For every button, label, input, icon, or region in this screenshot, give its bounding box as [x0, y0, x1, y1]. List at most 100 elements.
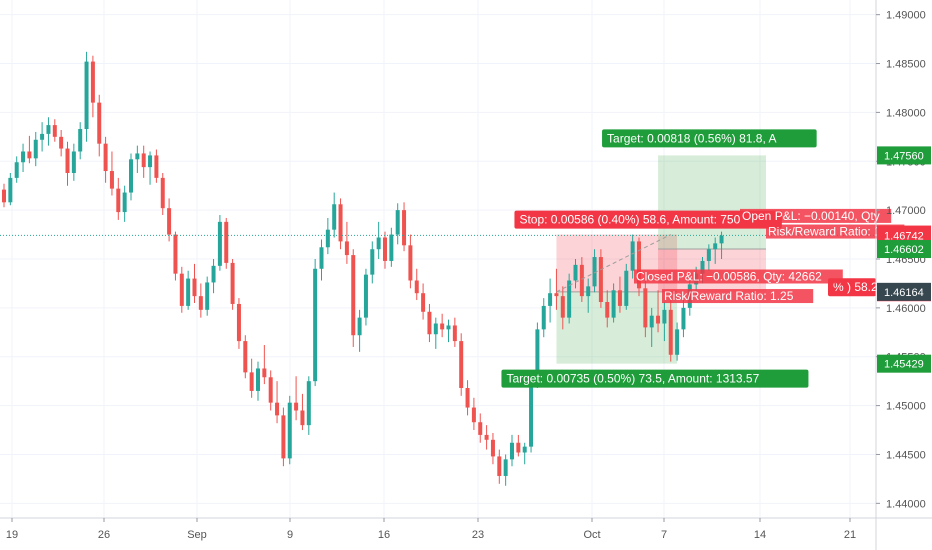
candle-body: [637, 241, 641, 289]
open-pl-text-box: [740, 208, 892, 223]
price-labels: 1.475601.467501.467421.466021.461601.461…: [877, 146, 931, 373]
closed-pl-text: Closed P&L: −0.00586, Qty: 42662: [636, 270, 822, 284]
candle-body: [2, 189, 6, 203]
candle-body: [376, 237, 381, 250]
candle-body: [471, 407, 476, 423]
candle-body: [395, 210, 400, 235]
candle-body: [567, 280, 572, 318]
candle-body: [338, 204, 343, 242]
candle-body: [452, 325, 457, 342]
candle-body: [579, 264, 584, 297]
candle-body: [446, 325, 451, 330]
candle-body: [668, 309, 673, 355]
candle-body: [516, 442, 521, 453]
candle-body: [211, 265, 216, 283]
candle-body: [325, 229, 330, 248]
stop-label: Stop: 0.00586 (0.40%) 58.6, Amount: 750: [519, 213, 740, 227]
candle-body: [535, 329, 540, 382]
price-tick-label: 1.44000: [886, 498, 926, 510]
price-label-box: [877, 240, 931, 259]
price-label-box: [877, 282, 931, 301]
candle-body: [459, 341, 464, 389]
candle-body: [217, 221, 222, 266]
open-rr-text: Risk/Reward Ratio: 1.: [768, 225, 884, 239]
candle-body: [186, 278, 191, 306]
overlay: Stop: 0.00586 (0.40%) 58.6, Amount: 750 T…: [0, 129, 905, 388]
candle-body: [27, 151, 32, 159]
candle-body: [617, 290, 622, 306]
candle-body: [205, 282, 210, 310]
target-zone: [556, 291, 678, 364]
price-tick-label: 1.47000: [886, 205, 926, 217]
trade-path-line: [556, 234, 671, 293]
candle-body: [52, 125, 57, 137]
time-tick-label: 7: [661, 529, 667, 541]
candle-body: [59, 136, 64, 149]
candle-body: [46, 125, 51, 134]
closed-rr-text: Risk/Reward Ratio: 1.25: [664, 289, 794, 303]
candle-body: [135, 153, 140, 160]
long-target-label: Target: 0.00818 (0.56%) 81.8, A: [607, 131, 776, 145]
candle-body: [630, 241, 635, 271]
candle-body: [179, 273, 184, 306]
candle-body: [649, 315, 654, 328]
candle-body: [116, 188, 121, 213]
candle-body: [351, 255, 356, 336]
position-zones: [556, 155, 766, 364]
target-label: Target: 0.00735 (0.50%) 73.5, Amount: 13…: [506, 372, 759, 386]
price-label: 1.45429: [884, 359, 924, 371]
candle-body: [40, 133, 45, 140]
open-rr-text-box: [766, 224, 905, 239]
candle-body: [262, 368, 267, 378]
candle-body: [706, 249, 711, 261]
price-label-box: [877, 226, 931, 245]
candle-body: [167, 208, 172, 235]
candle-body: [90, 61, 95, 103]
candle-body: [8, 177, 13, 203]
candle-body: [427, 311, 432, 335]
candle-body: [65, 148, 70, 173]
candle-body: [465, 388, 470, 408]
closed-rr-text-box: [662, 289, 814, 304]
price-label: 1.46602: [884, 244, 924, 256]
candle-body: [662, 309, 667, 324]
candle-body: [433, 323, 438, 335]
closed-pl-text-box: [634, 269, 843, 284]
candle-body: [554, 293, 559, 297]
candle-body: [484, 434, 489, 440]
candle-body: [78, 129, 83, 152]
candle-body: [148, 155, 153, 168]
time-axis[interactable]: 19 26 Sep 9 16 23 Oct 7 14 21: [0, 517, 932, 541]
candle-body: [586, 286, 591, 297]
candle-body: [103, 143, 108, 172]
candle-body: [236, 303, 241, 342]
candle-body: [541, 305, 546, 330]
candle-body: [573, 264, 578, 281]
price-tick-label: 1.46000: [886, 303, 926, 315]
candle-body: [198, 296, 203, 310]
candle-body: [287, 402, 292, 459]
candle-body: [478, 422, 483, 435]
candle-body: [71, 151, 76, 173]
candle-body: [700, 260, 705, 274]
candle-body: [249, 372, 254, 391]
candle-body: [306, 381, 311, 426]
candle-body: [129, 159, 133, 193]
candle-body: [370, 249, 375, 275]
time-tick-label: 16: [378, 529, 390, 541]
candle-body: [344, 241, 349, 256]
candle-body: [192, 278, 197, 297]
candle-body: [363, 274, 368, 318]
candle-body: [21, 151, 26, 163]
price-label: 1.46164: [884, 287, 924, 299]
candle-body: [402, 210, 407, 246]
candle-body: [510, 442, 514, 460]
price-tick-label: 1.49000: [886, 10, 926, 22]
price-tick-label: 1.48000: [886, 107, 926, 119]
price-label: 1.47560: [884, 150, 924, 162]
candle-body: [548, 293, 553, 306]
candle-body: [389, 234, 394, 261]
candle-body: [256, 368, 260, 391]
candle-body: [332, 204, 337, 230]
